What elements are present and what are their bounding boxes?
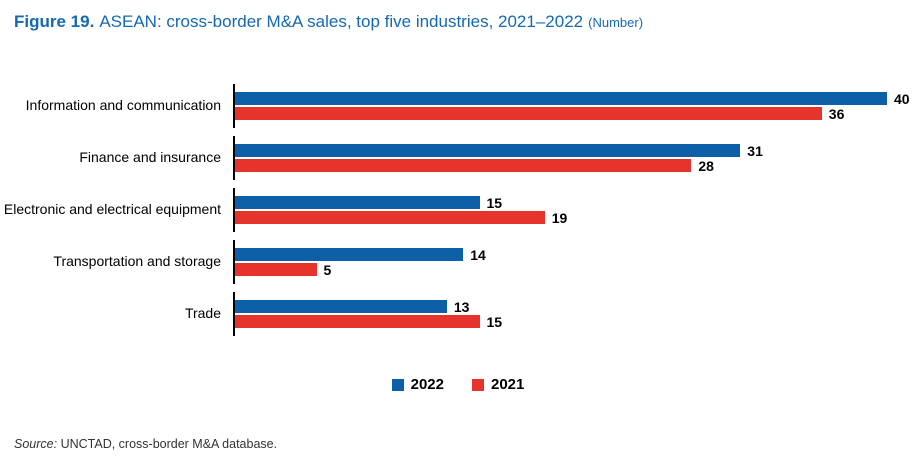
category-label: Trade bbox=[184, 305, 221, 322]
legend-swatch-2022 bbox=[391, 378, 404, 391]
bar-2021 bbox=[235, 107, 822, 120]
figure-unit-label: (Number) bbox=[588, 15, 644, 30]
chart-row: Transportation and storage 14 5 bbox=[0, 236, 916, 288]
bar-chart: Information and communication 40 36 Finance… bbox=[0, 80, 916, 340]
bar-track: 36 bbox=[235, 105, 916, 122]
legend-item-2021: 2021 bbox=[472, 377, 524, 392]
bar-2022 bbox=[235, 196, 480, 209]
source-prefix: Source: bbox=[14, 437, 58, 451]
category-label: Transportation and storage bbox=[53, 253, 221, 270]
bar-2022 bbox=[235, 248, 464, 261]
figure-title-text: ASEAN: cross-border M&A sales, top five … bbox=[99, 12, 584, 31]
source-text: UNCTAD, cross-border M&A database. bbox=[60, 437, 278, 451]
bar-track: 15 bbox=[235, 194, 916, 211]
bar-track: 14 bbox=[235, 246, 916, 263]
chart-row: Electronic and electrical equipment 15 19 bbox=[0, 184, 916, 236]
bar-group: 13 15 bbox=[233, 292, 916, 336]
value-label-2022: 31 bbox=[747, 142, 763, 159]
bar-track: 13 bbox=[235, 298, 916, 315]
bar-2022 bbox=[235, 92, 887, 105]
bar-track: 31 bbox=[235, 142, 916, 159]
value-label-2021: 15 bbox=[486, 313, 503, 330]
bar-2021 bbox=[235, 315, 480, 328]
value-label-2022: 14 bbox=[470, 246, 486, 263]
value-label-2021: 28 bbox=[698, 157, 714, 174]
bar-track: 40 bbox=[235, 90, 916, 107]
bar-group: 40 36 bbox=[233, 84, 916, 128]
value-label-2022: 13 bbox=[453, 298, 470, 315]
chart-legend: 2022 2021 bbox=[0, 377, 916, 392]
value-label-2022: 40 bbox=[894, 90, 910, 107]
value-label-2021: 36 bbox=[828, 105, 845, 122]
legend-item-2022: 2022 bbox=[391, 376, 444, 393]
bar-track: 28 bbox=[235, 157, 916, 174]
legend-label-2022: 2022 bbox=[410, 376, 444, 393]
bar-track: 19 bbox=[235, 209, 916, 226]
bar-2022 bbox=[235, 300, 447, 313]
bar-group: 31 28 bbox=[233, 136, 916, 180]
value-label-2022: 15 bbox=[486, 194, 503, 211]
category-label: Finance and insurance bbox=[79, 149, 221, 166]
value-label-2021: 19 bbox=[551, 209, 568, 226]
category-label: Electronic and electrical equipment bbox=[3, 201, 221, 218]
chart-row: Information and communication 40 36 bbox=[0, 80, 916, 132]
chart-row: Finance and insurance 31 28 bbox=[0, 132, 916, 184]
chart-row: Trade 13 15 bbox=[0, 288, 916, 340]
figure-number: Figure 19. bbox=[14, 12, 95, 31]
legend-label-2021: 2021 bbox=[491, 376, 525, 393]
value-label-2021: 5 bbox=[323, 261, 332, 278]
category-label: Information and communication bbox=[25, 97, 221, 114]
bar-2021 bbox=[235, 159, 692, 172]
bar-2022 bbox=[235, 144, 741, 157]
figure-title: Figure 19. ASEAN: cross-border M&A sales,… bbox=[14, 12, 643, 32]
bar-group: 14 5 bbox=[233, 240, 916, 284]
legend-swatch-2021 bbox=[472, 378, 484, 391]
bar-2021 bbox=[235, 263, 317, 276]
bar-2021 bbox=[235, 211, 545, 224]
source-note: Source: UNCTAD, cross-border M&A databas… bbox=[14, 437, 277, 451]
bar-track: 5 bbox=[235, 261, 916, 278]
bar-track: 15 bbox=[235, 313, 916, 330]
bar-group: 15 19 bbox=[233, 188, 916, 232]
